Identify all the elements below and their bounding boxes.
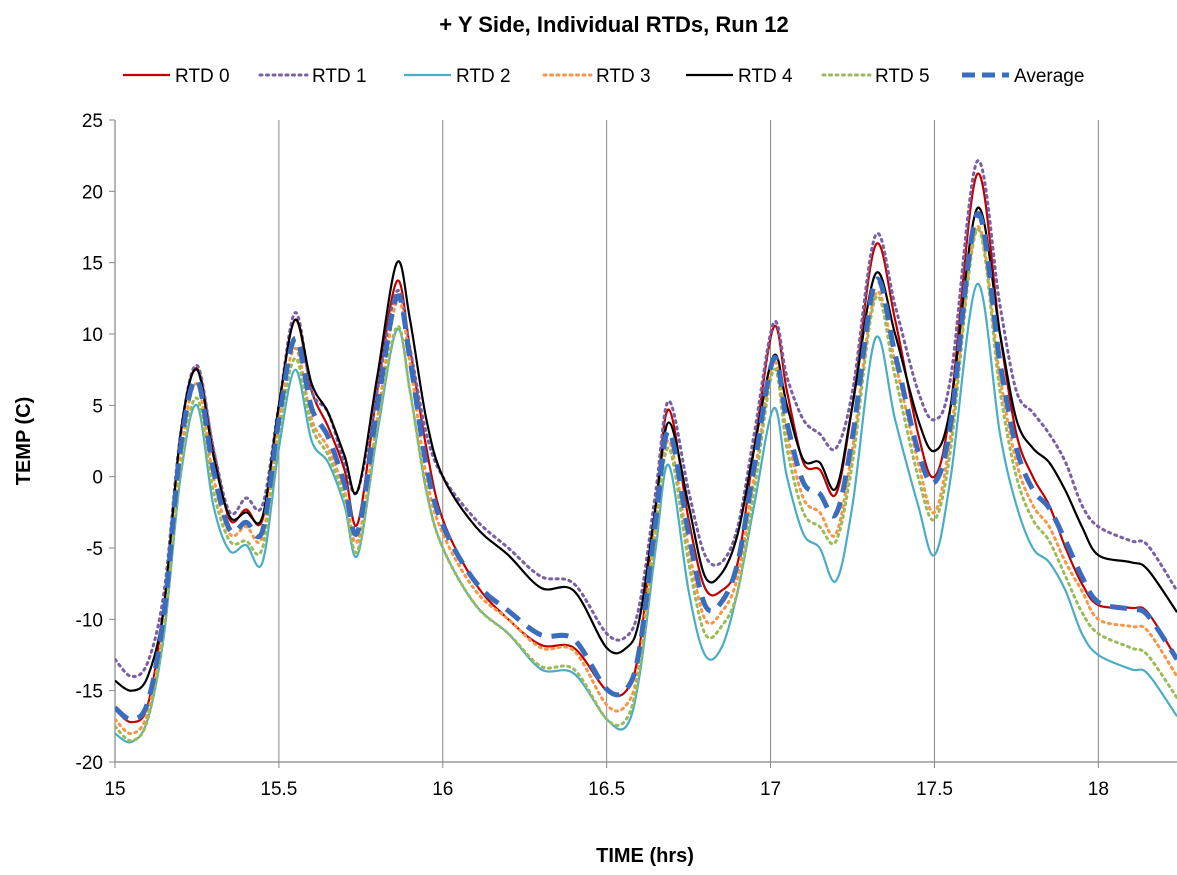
legend-label-rtd-2: RTD 2 [456, 66, 511, 87]
x-tick-label: 17.5 [916, 779, 953, 800]
y-axis-label: TEMP (C) [13, 397, 35, 486]
x-tick-label: 15 [104, 779, 125, 800]
chart-title: + Y Side, Individual RTDs, Run 12 [439, 12, 788, 37]
series-line-rtd-2 [115, 282, 1177, 744]
y-tick-label: 10 [82, 325, 103, 346]
legend-label-rtd-3: RTD 3 [596, 66, 651, 87]
axes [109, 119, 1177, 768]
x-tick-label: 16 [432, 779, 453, 800]
y-tick-label: 20 [82, 182, 103, 203]
series-lines [115, 159, 1177, 744]
legend-label-average: Average [1014, 66, 1084, 87]
legend-label-rtd-0: RTD 0 [175, 66, 230, 87]
legend-label-rtd-5: RTD 5 [875, 66, 930, 87]
tick-labels: 15 15.5 16 16.5 17 17.5 18 -20 -15 -10 -5 0 5 10 15 20 2… [76, 111, 1109, 800]
x-tick-label: 15.5 [260, 779, 297, 800]
y-tick-label: 15 [82, 254, 103, 275]
x-axis-label: TIME (hrs) [596, 845, 694, 867]
y-tick-label: -5 [86, 539, 103, 560]
x-tick-label: 16.5 [588, 779, 625, 800]
y-tick-label: -10 [76, 610, 103, 631]
y-tick-label: -20 [76, 753, 103, 774]
x-tick-label: 18 [1088, 779, 1109, 800]
y-tick-label: 0 [92, 468, 103, 489]
x-tick-label: 17 [760, 779, 781, 800]
y-tick-label: 5 [92, 396, 103, 417]
series-line-average [115, 211, 1177, 722]
legend-label-rtd-1: RTD 1 [312, 66, 367, 87]
y-tick-label: -15 [76, 682, 103, 703]
y-tick-label: 25 [82, 111, 103, 132]
legend-label-rtd-4: RTD 4 [738, 66, 793, 87]
legend: RTD 0 RTD 1 RTD 2 RTD 3 RTD 4 RTD 5 Average [123, 66, 1084, 87]
